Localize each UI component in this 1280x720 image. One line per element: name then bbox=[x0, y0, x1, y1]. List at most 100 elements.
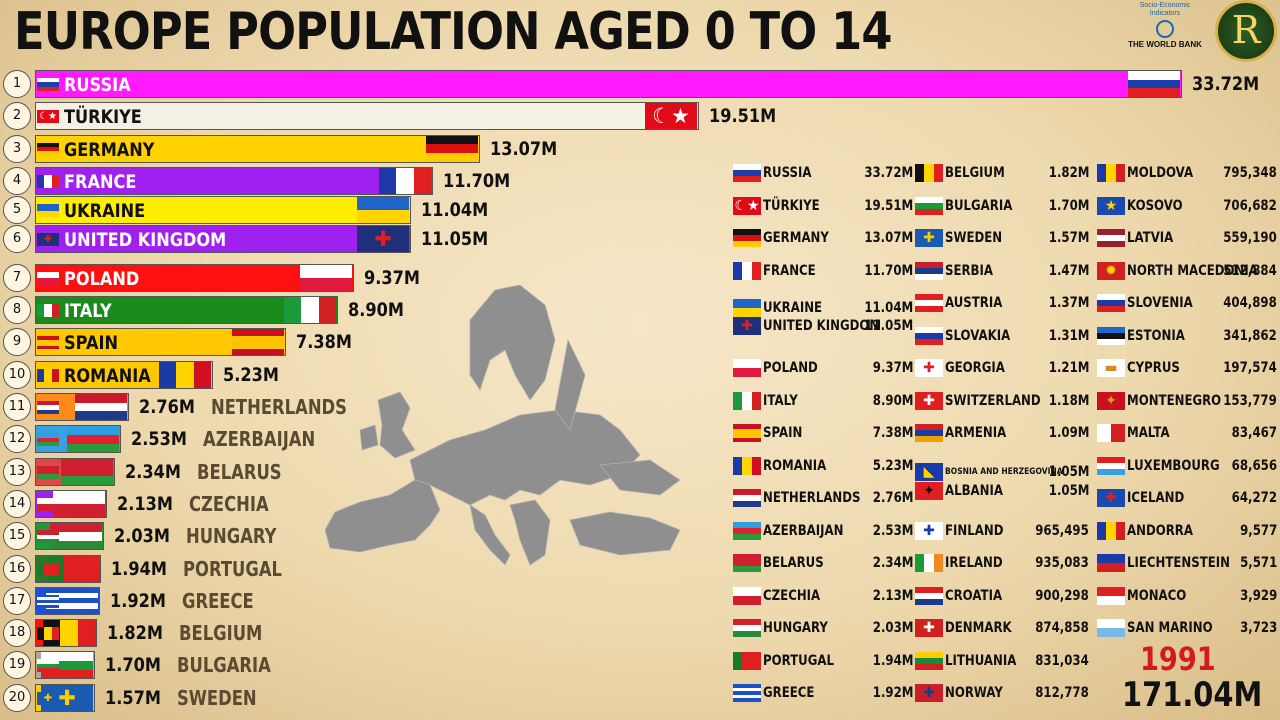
denmark-flag-icon: ✚ bbox=[915, 619, 943, 637]
table-country-name: GEORGIA bbox=[945, 360, 1005, 376]
table-row: LATVIA 559,190 bbox=[1097, 227, 1277, 249]
serbia-flag-icon bbox=[915, 261, 943, 280]
iceland-flag-icon: ✚ bbox=[1097, 489, 1125, 507]
netherlands-flag-icon bbox=[733, 489, 761, 507]
azerbaijan-mini-flag-icon bbox=[37, 433, 59, 447]
table-country-value: 3,723 bbox=[1239, 620, 1277, 636]
table-country-name: SWITZERLAND bbox=[945, 392, 1041, 409]
bar-label: SPAIN bbox=[64, 332, 119, 355]
table-country-name: SERBIA bbox=[945, 262, 994, 279]
bar-label: ITALY bbox=[64, 300, 112, 323]
table-country-name: BULGARIA bbox=[945, 197, 1013, 214]
table-row: SLOVENIA 404,898 bbox=[1097, 292, 1277, 314]
table-country-value: 935,083 bbox=[1035, 555, 1089, 571]
year-label: 1991 bbox=[1140, 640, 1216, 678]
bar-value-label: 11.70M bbox=[443, 169, 511, 192]
table-row: CZECHIA 2.13M bbox=[733, 585, 913, 607]
rank-badge: 14 bbox=[3, 489, 31, 518]
table-country-value: 7.38M bbox=[872, 425, 913, 441]
table-country-name: SLOVAKIA bbox=[945, 327, 1011, 344]
table-country-value: 1.05M bbox=[1048, 464, 1089, 480]
table-country-value: 874,858 bbox=[1035, 620, 1089, 636]
table-country-name: SAN MARINO bbox=[1127, 620, 1213, 636]
andorra-flag-icon bbox=[1097, 521, 1125, 540]
table-row: ✚ FINLAND 965,495 bbox=[915, 520, 1089, 542]
rank-badge: 5 bbox=[3, 196, 31, 225]
table-country-value: 965,495 bbox=[1035, 522, 1089, 539]
sweden-flag-icon: ✚ bbox=[915, 229, 943, 247]
bar-turkiye: TÜRKIYE bbox=[35, 102, 699, 131]
azerbaijan-flag-icon bbox=[67, 426, 119, 453]
belarus-flag-icon bbox=[61, 458, 113, 485]
bar-value-label: 11.04M bbox=[421, 199, 489, 222]
bar-country-label: BELGIUM bbox=[179, 621, 263, 646]
table-country-name: ARMENIA bbox=[945, 425, 1007, 441]
table-country-name: IRELAND bbox=[945, 555, 1003, 571]
table-country-value: 13.07M bbox=[864, 230, 913, 246]
norway-flag-icon: ✚ bbox=[915, 684, 943, 702]
slovakia-flag-icon bbox=[915, 326, 943, 345]
table-country-value: 512,884 bbox=[1223, 262, 1277, 279]
spain-mini-flag-icon bbox=[37, 336, 59, 350]
spain-flag-icon bbox=[733, 424, 761, 442]
table-country-name: LUXEMBOURG bbox=[1127, 457, 1220, 474]
bar-value-label: 2.76M bbox=[139, 396, 195, 418]
bar-france: FRANCE bbox=[35, 166, 433, 195]
bar-country-label: PORTUGAL bbox=[183, 556, 282, 581]
table-country-name: CYPRUS bbox=[1127, 360, 1180, 376]
table-country-value: 8.90M bbox=[872, 392, 913, 409]
belgium-flag-icon bbox=[915, 164, 943, 182]
table-country-value: 68,656 bbox=[1231, 457, 1277, 474]
portugal-flag-icon bbox=[733, 651, 761, 670]
table-country-value: 5,571 bbox=[1239, 555, 1277, 571]
kosovo-flag-icon: ★ bbox=[1097, 196, 1125, 215]
estonia-flag-icon bbox=[1097, 326, 1125, 345]
table-country-value: 831,034 bbox=[1035, 652, 1089, 669]
world-bank-logo: Socio-Economic Indicators THE WORLD BANK bbox=[1118, 2, 1212, 64]
table-row: LITHUANIA 831,034 bbox=[915, 650, 1089, 672]
sanmarino-flag-icon bbox=[1097, 619, 1125, 637]
rank-badge: 12 bbox=[3, 425, 31, 454]
table-country-name: ANDORRA bbox=[1127, 522, 1193, 539]
table-country-name: SWEDEN bbox=[945, 230, 1003, 246]
table-country-name: KOSOVO bbox=[1127, 197, 1183, 214]
table-row: CROATIA 900,298 bbox=[915, 585, 1089, 607]
table-row: ✚ ICELAND 64,272 bbox=[1097, 487, 1277, 509]
hungary-flag-icon bbox=[733, 619, 761, 637]
rank-badge: 6 bbox=[3, 224, 31, 253]
table-row: ANDORRA 9,577 bbox=[1097, 520, 1277, 542]
table-country-name: TÜRKIYE bbox=[763, 197, 820, 214]
belgium-mini-flag-icon bbox=[37, 627, 59, 641]
bar-label: UNITED KINGDOM bbox=[64, 228, 227, 251]
table-row: RUSSIA 33.72M bbox=[733, 162, 913, 184]
rank-badge: 15 bbox=[3, 522, 31, 551]
table-row: FRANCE 11.70M bbox=[733, 260, 913, 282]
table-country-name: LIECHTENSTEIN bbox=[1127, 555, 1231, 571]
table-country-value: 11.70M bbox=[864, 262, 913, 279]
table-country-name: UKRAINE bbox=[763, 300, 823, 316]
table-country-name: UNITED KINGDOM bbox=[763, 317, 882, 334]
uk-flag-icon: ✚ bbox=[357, 225, 409, 252]
table-country-value: 341,862 bbox=[1223, 327, 1277, 344]
chart-title: EUROPE POPULATION AGED 0 TO 14 bbox=[14, 2, 893, 62]
bar-country-label: SWEDEN bbox=[177, 685, 257, 710]
turkiye-flag-icon: ☾★ bbox=[645, 103, 697, 130]
table-country-value: 5.23M bbox=[872, 457, 913, 474]
rank-badge: 18 bbox=[3, 619, 31, 648]
lithuania-flag-icon bbox=[915, 651, 943, 670]
ukraine-flag-icon bbox=[733, 299, 761, 317]
table-country-name: NORWAY bbox=[945, 685, 1003, 701]
table-country-value: 812,778 bbox=[1035, 685, 1089, 701]
bar-label: ROMANIA bbox=[64, 364, 151, 387]
logo-line-1: Socio-Economic bbox=[1139, 2, 1191, 9]
poland-mini-flag-icon bbox=[37, 271, 59, 285]
table-country-value: 11.05M bbox=[864, 317, 913, 334]
table-country-value: 2.13M bbox=[872, 587, 913, 604]
table-country-name: PORTUGAL bbox=[763, 652, 834, 669]
armenia-flag-icon bbox=[915, 424, 943, 442]
table-country-value: 1.21M bbox=[1048, 360, 1089, 376]
netherlands-mini-flag-icon bbox=[37, 401, 59, 414]
luxembourg-flag-icon bbox=[1097, 456, 1125, 475]
table-country-name: HUNGARY bbox=[763, 620, 828, 636]
russia-flag-icon bbox=[733, 164, 761, 182]
